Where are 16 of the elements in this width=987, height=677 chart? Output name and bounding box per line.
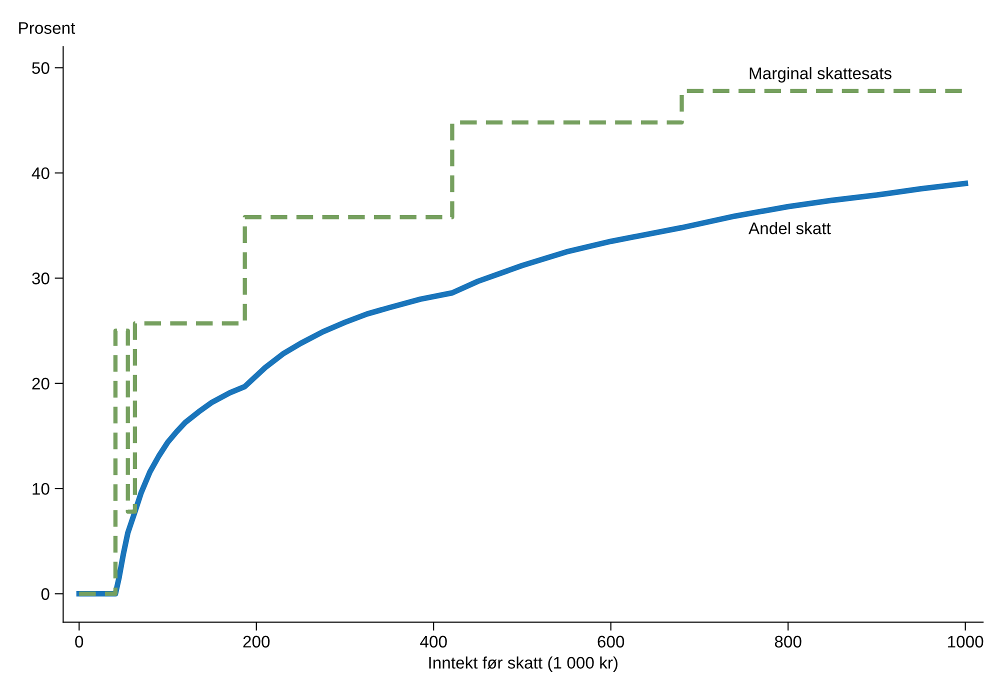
y-tick-label: 10 bbox=[32, 482, 50, 495]
x-tick-label: 0 bbox=[75, 636, 84, 648]
x-axis-title: Inntekt før skatt (1 000 kr) bbox=[429, 656, 618, 672]
x-tick-label: 400 bbox=[420, 636, 447, 648]
x-tick-label: 200 bbox=[243, 636, 270, 648]
y-tick-label: 20 bbox=[32, 378, 50, 390]
series-label: Andel skatt bbox=[748, 222, 831, 234]
series-label: Marginal skattesats bbox=[750, 67, 892, 83]
y-axis-title: Prosent bbox=[19, 22, 76, 34]
x-tick-label: 600 bbox=[598, 636, 624, 648]
x-tick-label: 1000 bbox=[948, 636, 984, 648]
y-tick-label: 0 bbox=[41, 588, 50, 600]
y-tick-label: 50 bbox=[32, 62, 50, 74]
y-tick-label: 40 bbox=[32, 167, 50, 180]
x-tick-label: 800 bbox=[774, 636, 802, 648]
y-tick-label: 30 bbox=[32, 272, 50, 284]
